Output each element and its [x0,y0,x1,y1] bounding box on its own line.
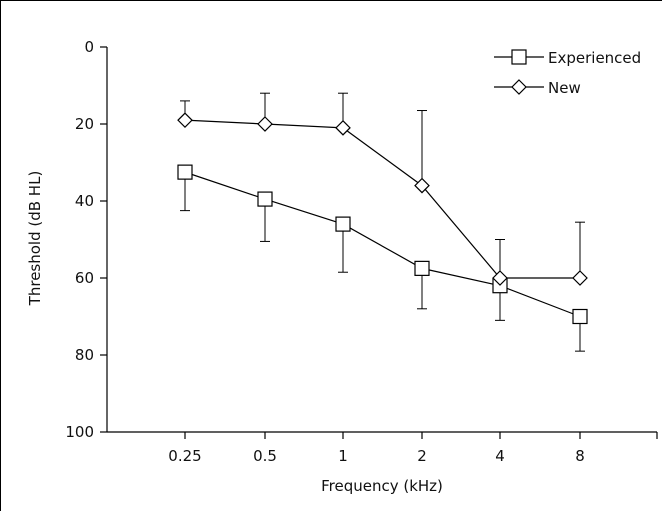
x-axis-title: Frequency (kHz) [321,477,443,495]
y-tick-label: 0 [84,38,94,56]
data-point-new [335,120,351,136]
data-point-new [492,270,508,286]
series-line-experienced [184,171,581,318]
data-point-experienced [414,260,430,276]
tick-labels: 0 20 40 60 80 100 0.25 0.5 1 2 4 8 [65,38,584,465]
legend-marker-experienced [511,49,527,65]
legend-label-new: New [548,79,581,97]
data-point-new [572,270,588,286]
data-point-experienced [335,216,351,232]
x-tick-label: 0.25 [168,447,201,465]
data-point-new [257,116,273,132]
error-bars [180,92,585,352]
axes [100,46,658,439]
y-tick-label: 60 [75,269,94,287]
data-point-experienced [572,308,588,325]
data-point-experienced [177,164,193,180]
x-tick-label: 0.5 [253,447,277,465]
y-tick-label: 80 [75,346,94,364]
legend: Experienced New [494,49,641,97]
series-line-new [184,119,580,279]
y-axis-title: Threshold (dB HL) [26,171,44,307]
x-tick-label: 1 [338,447,348,465]
y-tick-label: 40 [75,192,94,210]
data-point-new [414,177,430,194]
x-tick-label: 4 [495,447,505,465]
series-markers [177,112,588,325]
data-point-experienced [257,191,273,207]
x-tick-label: 2 [417,447,427,465]
y-tick-label: 100 [65,423,94,441]
legend-marker-new [511,79,527,95]
x-tick-label: 8 [575,447,585,465]
series-lines [184,119,581,318]
data-point-new [177,112,193,128]
y-tick-label: 20 [75,115,94,133]
legend-label-experienced: Experienced [548,49,641,67]
